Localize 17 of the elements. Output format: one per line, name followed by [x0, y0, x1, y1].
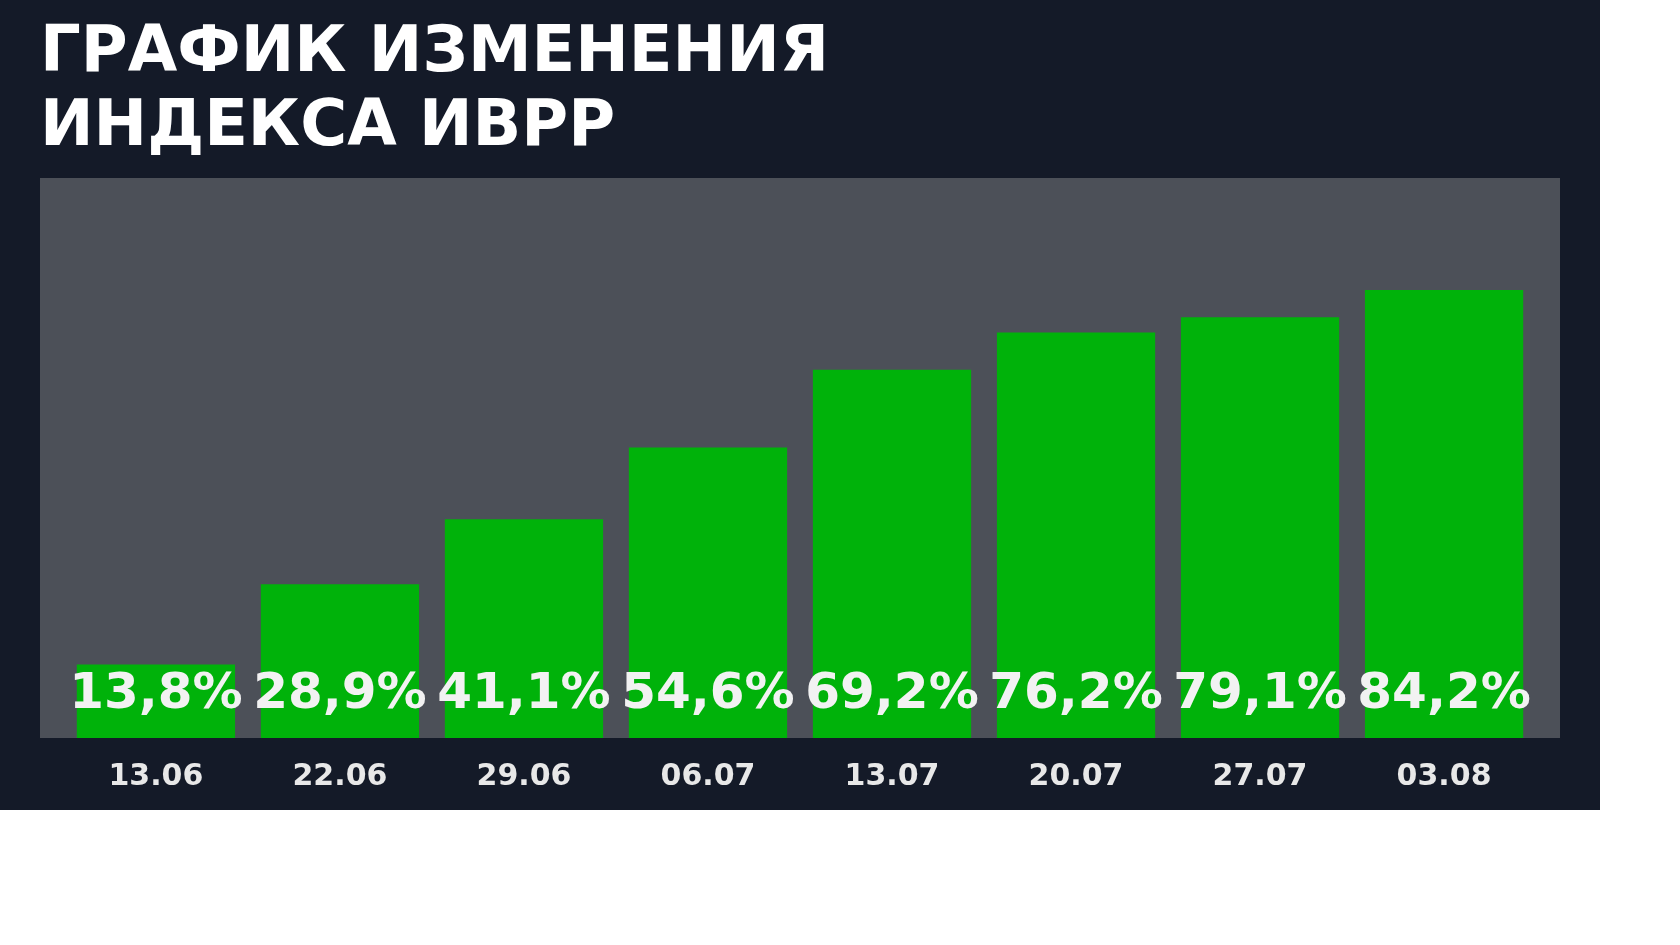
data-label: 28,9% [253, 662, 427, 720]
data-label: 41,1% [437, 662, 611, 720]
x-tick-label: 03.08 [1396, 756, 1492, 792]
chart-title: ГРАФИК ИЗМЕНЕНИЯ ИНДЕКСА ИВРР [40, 12, 829, 160]
data-label: 69,2% [805, 662, 979, 720]
data-label: 79,1% [1173, 662, 1347, 720]
x-tick-label: 13.06 [108, 756, 204, 792]
data-label: 76,2% [989, 662, 1163, 720]
x-tick-label: 20.07 [1028, 756, 1124, 792]
x-tick-label: 27.07 [1212, 756, 1308, 792]
x-tick-label: 13.07 [844, 756, 940, 792]
data-label: 54,6% [621, 662, 795, 720]
x-tick-label: 22.06 [292, 756, 388, 792]
x-tick-label: 29.06 [476, 756, 572, 792]
data-label: 13,8% [69, 662, 243, 720]
x-tick-label: 06.07 [660, 756, 756, 792]
data-label: 84,2% [1357, 662, 1531, 720]
